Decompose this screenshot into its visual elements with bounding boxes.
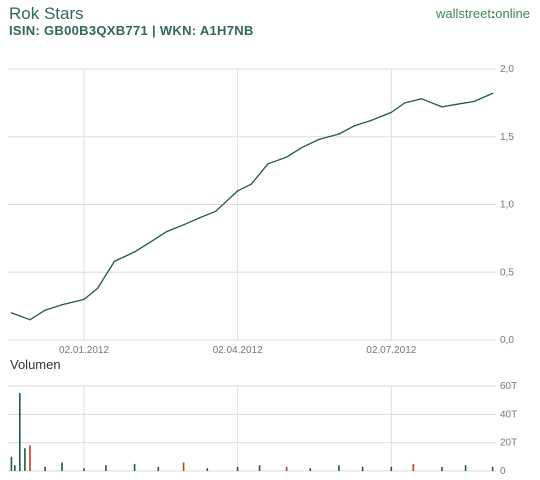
volume-bar	[361, 466, 364, 472]
logo-separator: :	[490, 6, 496, 21]
volume-bar	[309, 468, 312, 471]
price-point	[61, 304, 63, 306]
price-point	[267, 163, 269, 165]
logo-text-right: online	[495, 6, 530, 21]
price-point	[166, 230, 168, 233]
price-point	[113, 260, 116, 263]
volume-bar	[157, 466, 160, 472]
price-x-tick-label: 02.04.2012	[213, 345, 263, 356]
volume-bar	[441, 466, 443, 472]
volume-bar	[14, 465, 16, 471]
price-point	[198, 217, 200, 219]
price-x-tick-label: 02.07.2012	[366, 345, 416, 356]
volume-bar	[182, 462, 185, 471]
volume-y-tick-label: 0	[500, 466, 506, 477]
price-point	[353, 125, 355, 127]
volume-bar	[61, 462, 63, 471]
price-point	[149, 241, 151, 244]
price-point	[250, 183, 252, 185]
logo-text-left: wallstreet	[436, 6, 491, 21]
price-point	[390, 111, 392, 114]
price-point	[318, 138, 320, 141]
price-point	[370, 119, 372, 122]
price-y-tick-label: 0,0	[500, 335, 514, 346]
price-y-tick-label: 1,0	[500, 200, 514, 211]
price-point	[215, 210, 217, 212]
price-point	[133, 251, 136, 253]
volume-bar	[206, 468, 209, 471]
price-point	[473, 100, 475, 103]
volume-bar	[10, 456, 13, 471]
volume-bar	[464, 465, 467, 471]
volume-panel-title: Volumen	[10, 357, 61, 372]
volume-bar	[258, 465, 261, 471]
price-point	[182, 224, 185, 226]
price-point	[491, 92, 494, 95]
price-point	[441, 106, 443, 108]
wallstreet-online-logo[interactable]: wallstreet:online	[436, 6, 530, 21]
price-point	[236, 190, 239, 192]
volume-y-tick-label: 20T	[500, 438, 517, 449]
volume-y-tick-label: 40T	[500, 409, 517, 420]
price-point	[44, 309, 46, 311]
volume-bar	[133, 463, 136, 471]
volume-bar	[491, 466, 494, 472]
price-point	[83, 298, 85, 301]
price-y-tick-label: 2,0	[500, 64, 514, 75]
volume-bar	[236, 466, 239, 472]
price-point	[301, 146, 303, 149]
volume-bar	[412, 463, 415, 471]
price-y-tick-label: 0,5	[500, 267, 514, 278]
price-point	[285, 156, 288, 158]
price-point	[29, 319, 31, 321]
security-title: Rok Stars	[9, 4, 84, 23]
volume-bar	[285, 466, 288, 472]
price-y-tick-label: 1,5	[500, 132, 514, 143]
volume-bar	[24, 448, 26, 471]
security-identifiers: ISIN: GB00B3QXB771 | WKN: A1H7NB	[9, 23, 254, 38]
volume-y-tick-label: 60T	[500, 381, 517, 392]
volume-bar	[338, 465, 340, 471]
price-point	[96, 287, 99, 290]
price-point	[338, 133, 340, 135]
price-point	[421, 98, 423, 100]
volume-bar	[105, 465, 107, 471]
volume-bar	[83, 468, 85, 471]
volume-bar	[19, 393, 21, 471]
volume-bar	[390, 466, 393, 472]
price-point	[456, 103, 458, 105]
price-x-tick-label: 02.01.2012	[59, 345, 109, 356]
volume-bar	[29, 445, 31, 471]
price-point	[10, 312, 13, 314]
volume-bar	[44, 466, 46, 472]
price-point	[404, 102, 406, 104]
